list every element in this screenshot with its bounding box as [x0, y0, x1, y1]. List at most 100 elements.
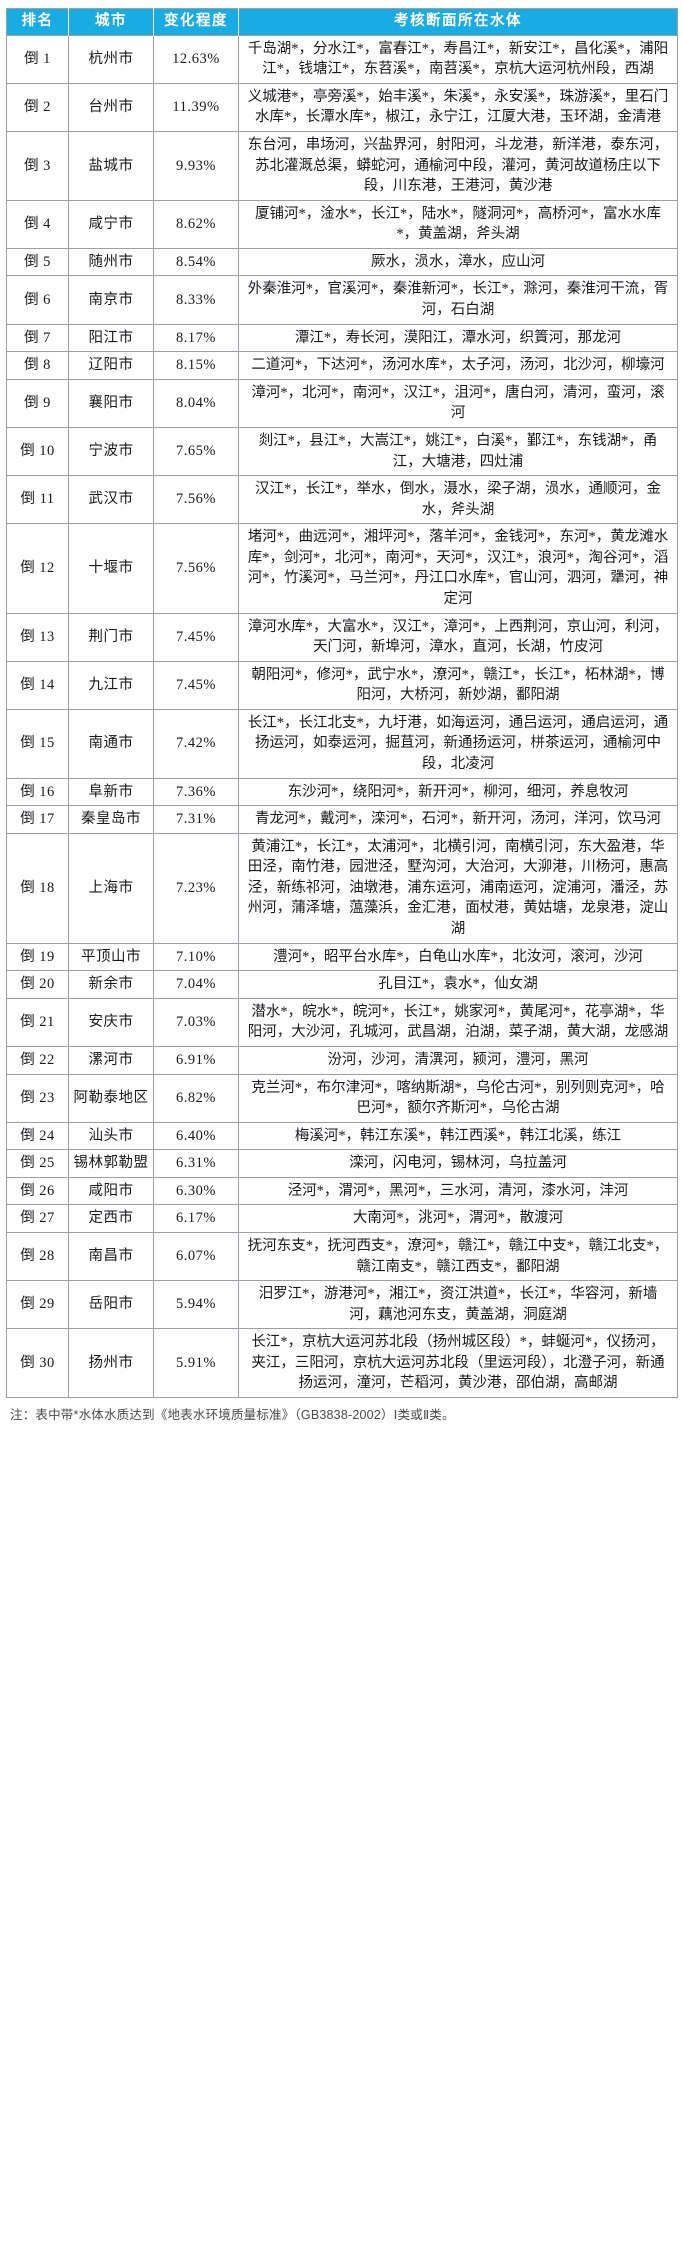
- cell-change: 7.65%: [153, 426, 239, 477]
- cell-change: 7.56%: [153, 523, 239, 614]
- cell-city: 襄阳市: [68, 378, 154, 428]
- cell-change: 8.15%: [153, 351, 239, 380]
- cell-change: 7.23%: [153, 832, 239, 944]
- table-row: 倒 16 阜新市 7.36% 东沙河*，绕阳河*，新开河*，柳河，细河，养息牧河: [6, 777, 678, 807]
- cell-change: 5.94%: [153, 1280, 239, 1330]
- cell-change: 7.10%: [153, 942, 239, 972]
- cell-city: 宁波市: [68, 426, 154, 477]
- table-row: 倒 14 九江市 7.45% 朝阳河*，修河*，武宁水*，潦河*，赣江*，长江*，柘林…: [6, 660, 678, 710]
- cell-rank: 倒 24: [6, 1121, 69, 1151]
- cell-waterbody: 青龙河*，戴河*，滦河*，石河*，新开河，汤河，洋河，饮马河: [238, 805, 678, 834]
- cell-waterbody: 潭江*，寿长河，漠阳江，潭水河，织篢河，那龙河: [238, 323, 678, 353]
- cell-city: 定西市: [68, 1204, 154, 1233]
- cell-city: 锡林郭勒盟: [68, 1149, 154, 1178]
- cell-city: 南昌市: [68, 1231, 154, 1282]
- cell-change: 8.33%: [153, 275, 239, 325]
- cell-waterbody: 黄浦江*，长江*，太浦河*，北横引河，南横引河，东大盈港，华田泾，南竹港，园泄泾…: [238, 832, 678, 944]
- cell-waterbody: 长江*，京杭大运河苏北段（扬州城区段）*，蚌蜒河*，仪扬河，夹江，三阳河，京杭大…: [238, 1328, 678, 1399]
- cell-waterbody: 滦河，闪电河，锡林河，乌拉盖河: [238, 1149, 678, 1178]
- table-row: 倒 17 秦皇岛市 7.31% 青龙河*，戴河*，滦河*，石河*，新开河，汤河，洋河，…: [6, 805, 678, 834]
- cell-city: 辽阳市: [68, 351, 154, 380]
- cell-waterbody: 潜水*，皖水*，皖河*，长江*，姚家河*，黄尾河*，花亭湖*，华阳河，大沙河，孔…: [238, 997, 678, 1047]
- table-row: 倒 29 岳阳市 5.94% 汨罗江*，游港河*，湘江*，资江洪道*，长江*，华容河，…: [6, 1280, 678, 1330]
- table-row: 倒 22 漯河市 6.91% 汾河，沙河，清潩河，颍河，澧河，黑河: [6, 1045, 678, 1075]
- cell-waterbody: 梅溪河*，韩江东溪*，韩江西溪*，韩江北溪，练江: [238, 1121, 678, 1151]
- cell-change: 7.31%: [153, 805, 239, 834]
- cell-city: 汕头市: [68, 1121, 154, 1151]
- cell-city: 南京市: [68, 275, 154, 325]
- cell-change: 9.93%: [153, 130, 239, 201]
- cell-city: 平顶山市: [68, 942, 154, 972]
- table-row: 倒 5 随州市 8.54% 厥水，涢水，漳水，应山河: [6, 247, 678, 277]
- cell-change: 8.17%: [153, 323, 239, 353]
- cell-rank: 倒 20: [6, 970, 69, 999]
- table-row: 倒 30 扬州市 5.91% 长江*，京杭大运河苏北段（扬州城区段）*，蚌蜒河*，仪扬…: [6, 1328, 678, 1399]
- cell-rank: 倒 14: [6, 660, 69, 710]
- cell-change: 8.62%: [153, 199, 239, 249]
- cell-rank: 倒 11: [6, 475, 69, 525]
- cell-rank: 倒 25: [6, 1149, 69, 1178]
- table-row: 倒 25 锡林郭勒盟 6.31% 滦河，闪电河，锡林河，乌拉盖河: [6, 1149, 678, 1178]
- cell-waterbody: 泾河*，渭河*，黑河*，三水河，清河，漆水河，沣河: [238, 1176, 678, 1206]
- table-row: 倒 18 上海市 7.23% 黄浦江*，长江*，太浦河*，北横引河，南横引河，东大盈港…: [6, 832, 678, 944]
- cell-change: 6.31%: [153, 1149, 239, 1178]
- table-footnote: 注：表中带*水体水质达到《地表水环境质量标准》（GB3838-2002）Ⅰ类或Ⅱ…: [10, 1408, 455, 1423]
- cell-change: 6.82%: [153, 1073, 239, 1123]
- table-row: 倒 27 定西市 6.17% 大南河*，洮河*，渭河*，散渡河: [6, 1204, 678, 1233]
- cell-waterbody: 汨罗江*，游港河*，湘江*，资江洪道*，长江*，华容河，新墙河，藕池河东支，黄盖…: [238, 1280, 678, 1330]
- cell-rank: 倒 13: [6, 612, 69, 662]
- cell-rank: 倒 17: [6, 805, 69, 834]
- table-row: 倒 8 辽阳市 8.15% 二道河*，下达河*，汤河水库*，太子河，汤河，北沙河，柳壕…: [6, 351, 678, 380]
- table-row: 倒 28 南昌市 6.07% 抚河东支*，抚河西支*，潦河*，赣江*，赣江中支*，赣江…: [6, 1231, 678, 1282]
- cell-rank: 倒 4: [6, 199, 69, 249]
- cell-city: 安庆市: [68, 997, 154, 1047]
- cell-change: 7.36%: [153, 777, 239, 807]
- cell-waterbody: 克兰河*，布尔津河*，喀纳斯湖*，乌伦古河*，别列则克河*，哈巴河*，额尔齐斯河…: [238, 1073, 678, 1123]
- cell-change: 8.04%: [153, 378, 239, 428]
- table-row: 倒 7 阳江市 8.17% 潭江*，寿长河，漠阳江，潭水河，织篢河，那龙河: [6, 323, 678, 353]
- cell-waterbody: 朝阳河*，修河*，武宁水*，潦河*，赣江*，长江*，柘林湖*，博阳河，大桥河，新…: [238, 660, 678, 710]
- cell-change: 11.39%: [153, 82, 239, 132]
- cell-change: 6.40%: [153, 1121, 239, 1151]
- cell-rank: 倒 29: [6, 1280, 69, 1330]
- cell-rank: 倒 7: [6, 323, 69, 353]
- table-header: 排名 城市 变化程度 考核断面所在水体: [6, 8, 678, 36]
- cell-city: 咸阳市: [68, 1176, 154, 1206]
- column-header-change: 变化程度: [153, 8, 239, 36]
- cell-rank: 倒 2: [6, 82, 69, 132]
- cell-waterbody: 孔目江*，袁水*，仙女湖: [238, 970, 678, 999]
- cell-waterbody: 漳河水库*，大富水*，汉江*，漳河*，上西荆河，京山河，利河，天门河，新埠河，漳…: [238, 612, 678, 662]
- table-row: 倒 12 十堰市 7.56% 堵河*，曲远河*，湘坪河*，落羊河*，金钱河*，东河*，…: [6, 523, 678, 614]
- table-row: 倒 19 平顶山市 7.10% 澧河*，昭平台水库*，白龟山水库*，北汝河，滚河，沙河: [6, 942, 678, 972]
- cell-change: 7.45%: [153, 612, 239, 662]
- cell-waterbody: 二道河*，下达河*，汤河水库*，太子河，汤河，北沙河，柳壕河: [238, 351, 678, 380]
- cell-rank: 倒 12: [6, 523, 69, 614]
- cell-rank: 倒 9: [6, 378, 69, 428]
- cell-change: 6.17%: [153, 1204, 239, 1233]
- cell-rank: 倒 15: [6, 708, 69, 779]
- table-row: 倒 1 杭州市 12.63% 千岛湖*，分水江*，富春江*，寿昌江*，新安江*，昌化溪…: [6, 34, 678, 84]
- cell-rank: 倒 8: [6, 351, 69, 380]
- cell-rank: 倒 26: [6, 1176, 69, 1206]
- cell-change: 7.03%: [153, 997, 239, 1047]
- table-row: 倒 13 荆门市 7.45% 漳河水库*，大富水*，汉江*，漳河*，上西荆河，京山河，…: [6, 612, 678, 662]
- cell-city: 盐城市: [68, 130, 154, 201]
- cell-rank: 倒 5: [6, 247, 69, 277]
- cell-rank: 倒 3: [6, 130, 69, 201]
- cell-change: 7.45%: [153, 660, 239, 710]
- cell-change: 7.04%: [153, 970, 239, 999]
- cell-rank: 倒 22: [6, 1045, 69, 1075]
- table-row: 倒 24 汕头市 6.40% 梅溪河*，韩江东溪*，韩江西溪*，韩江北溪，练江: [6, 1121, 678, 1151]
- cell-rank: 倒 21: [6, 997, 69, 1047]
- cell-waterbody: 千岛湖*，分水江*，富春江*，寿昌江*，新安江*，昌化溪*，浦阳江*，钱塘江*，…: [238, 34, 678, 84]
- cell-city: 九江市: [68, 660, 154, 710]
- column-header-city: 城市: [68, 8, 154, 36]
- cell-change: 6.07%: [153, 1231, 239, 1282]
- cell-rank: 倒 28: [6, 1231, 69, 1282]
- table-header-row: 排名 城市 变化程度 考核断面所在水体: [6, 8, 678, 36]
- cell-rank: 倒 27: [6, 1204, 69, 1233]
- cell-rank: 倒 23: [6, 1073, 69, 1123]
- page-container: 排名 城市 变化程度 考核断面所在水体 倒 1 杭州市 12.63% 千岛湖*，分水江…: [6, 8, 678, 1423]
- cell-waterbody: 厥水，涢水，漳水，应山河: [238, 247, 678, 277]
- cell-waterbody: 汾河，沙河，清潩河，颍河，澧河，黑河: [238, 1045, 678, 1075]
